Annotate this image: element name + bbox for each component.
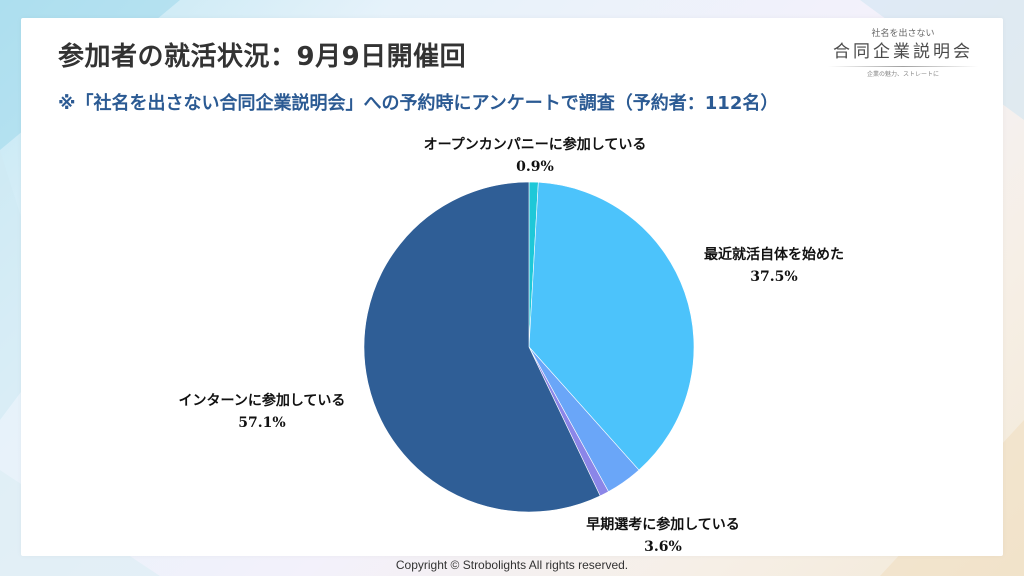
page-title: 参加者の就活状況：9月9日開催回 bbox=[58, 42, 467, 72]
logo-top-text: 社名を出さない bbox=[871, 29, 935, 39]
pie-slice-1 bbox=[528, 181, 695, 471]
pie-slice-4 bbox=[363, 181, 601, 513]
slice-label-0: オープンカンパニーに参加している bbox=[424, 136, 647, 153]
slice-value-label-0: 0.9% bbox=[516, 159, 554, 175]
page-subtitle: ※「社名を出さない合同企業説明会」への予約時にアンケートで調査（予約者：112名… bbox=[58, 93, 779, 114]
slice-value-label-1: 37.5% bbox=[750, 269, 797, 285]
logo-main-text: 合同企業説明会 bbox=[833, 42, 973, 62]
brand-logo: 社名を出さない 合同企業説明会 企業の魅力、ストレートに bbox=[828, 28, 978, 90]
slice-label-4: インターンに参加している bbox=[179, 392, 346, 409]
copyright-footer: Copyright © Strobolights All rights rese… bbox=[395, 558, 629, 572]
slice-value-label-4: 57.1% bbox=[238, 415, 285, 431]
logo-tagline: 企業の魅力、ストレートに bbox=[866, 71, 939, 78]
slice-label-2: 早期選考に参加している bbox=[586, 516, 740, 533]
slice-label-1: 最近就活自体を始めた bbox=[704, 246, 844, 263]
logo-divider bbox=[828, 66, 978, 67]
slice-value-label-2: 3.6% bbox=[644, 539, 682, 555]
